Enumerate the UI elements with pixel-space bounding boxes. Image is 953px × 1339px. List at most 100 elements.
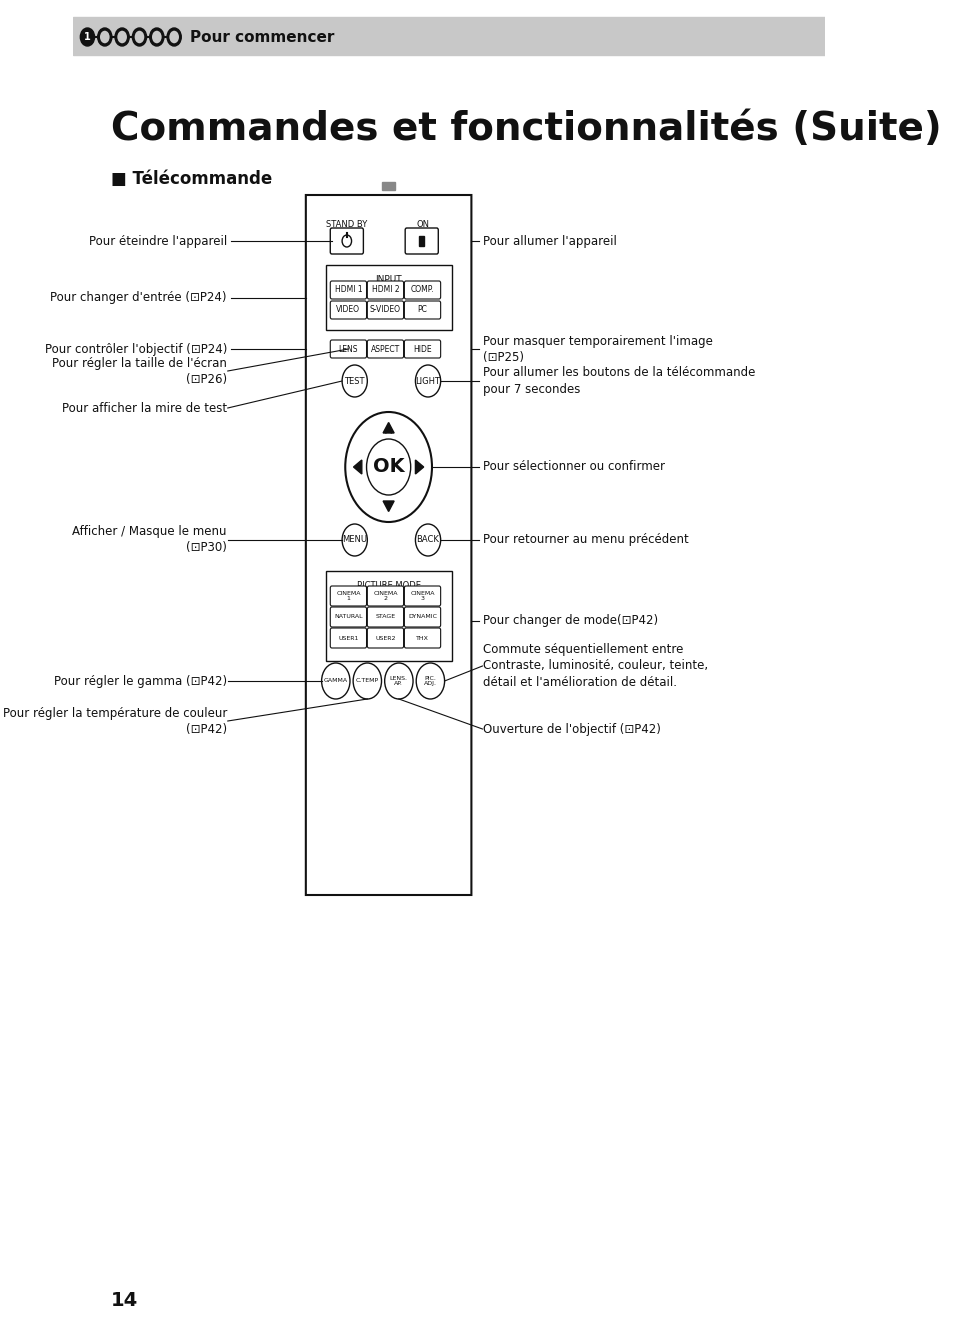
Text: Pour commencer: Pour commencer [190, 29, 334, 44]
Text: INPUT: INPUT [375, 274, 401, 284]
Text: Ouverture de l'objectif (⊡P42): Ouverture de l'objectif (⊡P42) [483, 723, 660, 735]
Text: PC: PC [417, 305, 427, 315]
Circle shape [116, 29, 128, 44]
Circle shape [415, 524, 440, 556]
Text: ■ Télécommande: ■ Télécommande [111, 170, 272, 187]
FancyBboxPatch shape [367, 586, 403, 607]
Text: ON: ON [416, 220, 429, 229]
Text: LENS.
AP.: LENS. AP. [390, 676, 408, 687]
Text: COMP.: COMP. [411, 285, 434, 295]
FancyBboxPatch shape [330, 607, 366, 627]
FancyBboxPatch shape [306, 195, 471, 894]
Polygon shape [383, 423, 394, 432]
FancyBboxPatch shape [325, 265, 451, 329]
Text: Pour sélectionner ou confirmer: Pour sélectionner ou confirmer [483, 461, 664, 474]
Circle shape [353, 663, 381, 699]
Circle shape [115, 28, 129, 46]
Text: DYNAMIC: DYNAMIC [408, 615, 436, 620]
FancyBboxPatch shape [404, 628, 440, 648]
Text: Pour régler la température de couleur
(⊡P42): Pour régler la température de couleur (⊡… [3, 707, 227, 735]
Text: Afficher / Masque le menu
(⊡P30): Afficher / Masque le menu (⊡P30) [72, 525, 227, 554]
Text: HDMI 1: HDMI 1 [335, 285, 362, 295]
Text: Pour retourner au menu précédent: Pour retourner au menu précédent [483, 533, 688, 546]
Text: USER1: USER1 [338, 636, 358, 640]
Text: 1: 1 [84, 32, 91, 42]
Polygon shape [354, 461, 361, 474]
Text: PICTURE MODE: PICTURE MODE [356, 581, 420, 590]
Text: GAMMA: GAMMA [323, 679, 348, 683]
Text: Pour éteindre l'appareil: Pour éteindre l'appareil [89, 234, 227, 248]
Text: CINEMA
3: CINEMA 3 [410, 590, 435, 601]
FancyBboxPatch shape [330, 628, 366, 648]
Text: CINEMA
2: CINEMA 2 [373, 590, 397, 601]
Text: C.TEMP: C.TEMP [355, 679, 378, 683]
Polygon shape [415, 461, 423, 474]
Circle shape [133, 29, 145, 44]
Text: VIDEO: VIDEO [336, 305, 360, 315]
Text: Commandes et fonctionnalités (Suite): Commandes et fonctionnalités (Suite) [111, 110, 941, 149]
FancyBboxPatch shape [330, 301, 366, 319]
Text: Pour allumer l'appareil: Pour allumer l'appareil [483, 234, 617, 248]
Text: PIC.
ADJ.: PIC. ADJ. [423, 676, 436, 687]
Circle shape [384, 663, 413, 699]
FancyBboxPatch shape [367, 281, 403, 299]
Circle shape [342, 524, 367, 556]
Text: OK: OK [373, 458, 404, 477]
Text: STAGE: STAGE [375, 615, 395, 620]
Circle shape [132, 28, 147, 46]
Ellipse shape [345, 412, 432, 522]
Text: THX: THX [416, 636, 429, 640]
FancyBboxPatch shape [330, 586, 366, 607]
Text: Pour contrôler l'objectif (⊡P24): Pour contrôler l'objectif (⊡P24) [45, 343, 227, 355]
Text: Pour régler la taille de l'écran
(⊡P26): Pour régler la taille de l'écran (⊡P26) [52, 356, 227, 386]
Text: 14: 14 [111, 1291, 138, 1310]
FancyBboxPatch shape [405, 228, 437, 254]
Text: CINEMA
1: CINEMA 1 [335, 590, 360, 601]
Text: TEST: TEST [344, 376, 365, 386]
FancyBboxPatch shape [367, 628, 403, 648]
Text: Pour changer d'entrée (⊡P24): Pour changer d'entrée (⊡P24) [51, 291, 227, 304]
Text: Pour allumer les boutons de la télécommande
pour 7 secondes: Pour allumer les boutons de la télécomma… [483, 367, 755, 395]
Text: Pour régler le gamma (⊡P42): Pour régler le gamma (⊡P42) [53, 675, 227, 687]
FancyBboxPatch shape [367, 607, 403, 627]
FancyBboxPatch shape [330, 228, 363, 254]
FancyBboxPatch shape [367, 340, 403, 358]
Circle shape [321, 663, 350, 699]
Circle shape [342, 366, 367, 396]
Circle shape [415, 366, 440, 396]
FancyBboxPatch shape [330, 340, 366, 358]
Text: BACK: BACK [416, 536, 439, 545]
Bar [382, 182, 395, 190]
Text: NATURAL: NATURAL [334, 615, 362, 620]
Polygon shape [383, 501, 394, 511]
Text: Commute séquentiellement entre
Contraste, luminosité, couleur, teinte,
détail et: Commute séquentiellement entre Contraste… [483, 644, 708, 688]
FancyBboxPatch shape [404, 301, 440, 319]
FancyBboxPatch shape [404, 340, 440, 358]
Text: USER2: USER2 [375, 636, 395, 640]
Circle shape [169, 29, 179, 44]
FancyBboxPatch shape [404, 607, 440, 627]
Circle shape [167, 28, 181, 46]
Text: Pour masquer temporairement l'image
(⊡P25): Pour masquer temporairement l'image (⊡P2… [483, 335, 712, 363]
Bar [73, 17, 824, 55]
Circle shape [99, 29, 111, 44]
Text: LIGHT: LIGHT [416, 376, 440, 386]
FancyBboxPatch shape [330, 281, 366, 299]
FancyBboxPatch shape [325, 570, 451, 661]
Circle shape [416, 663, 444, 699]
Circle shape [97, 28, 112, 46]
Circle shape [80, 28, 94, 46]
FancyBboxPatch shape [404, 281, 440, 299]
Text: STAND BY: STAND BY [326, 220, 367, 229]
Text: S-VIDEO: S-VIDEO [370, 305, 400, 315]
Text: MENU: MENU [342, 536, 367, 545]
Text: HDMI 2: HDMI 2 [372, 285, 399, 295]
Bar [419, 236, 424, 246]
Text: HIDE: HIDE [413, 344, 432, 353]
FancyBboxPatch shape [367, 301, 403, 319]
FancyBboxPatch shape [404, 586, 440, 607]
Text: Pour changer de mode(⊡P42): Pour changer de mode(⊡P42) [483, 615, 658, 627]
Circle shape [366, 439, 410, 495]
Text: ASPECT: ASPECT [371, 344, 399, 353]
Text: Pour afficher la mire de test: Pour afficher la mire de test [62, 402, 227, 415]
